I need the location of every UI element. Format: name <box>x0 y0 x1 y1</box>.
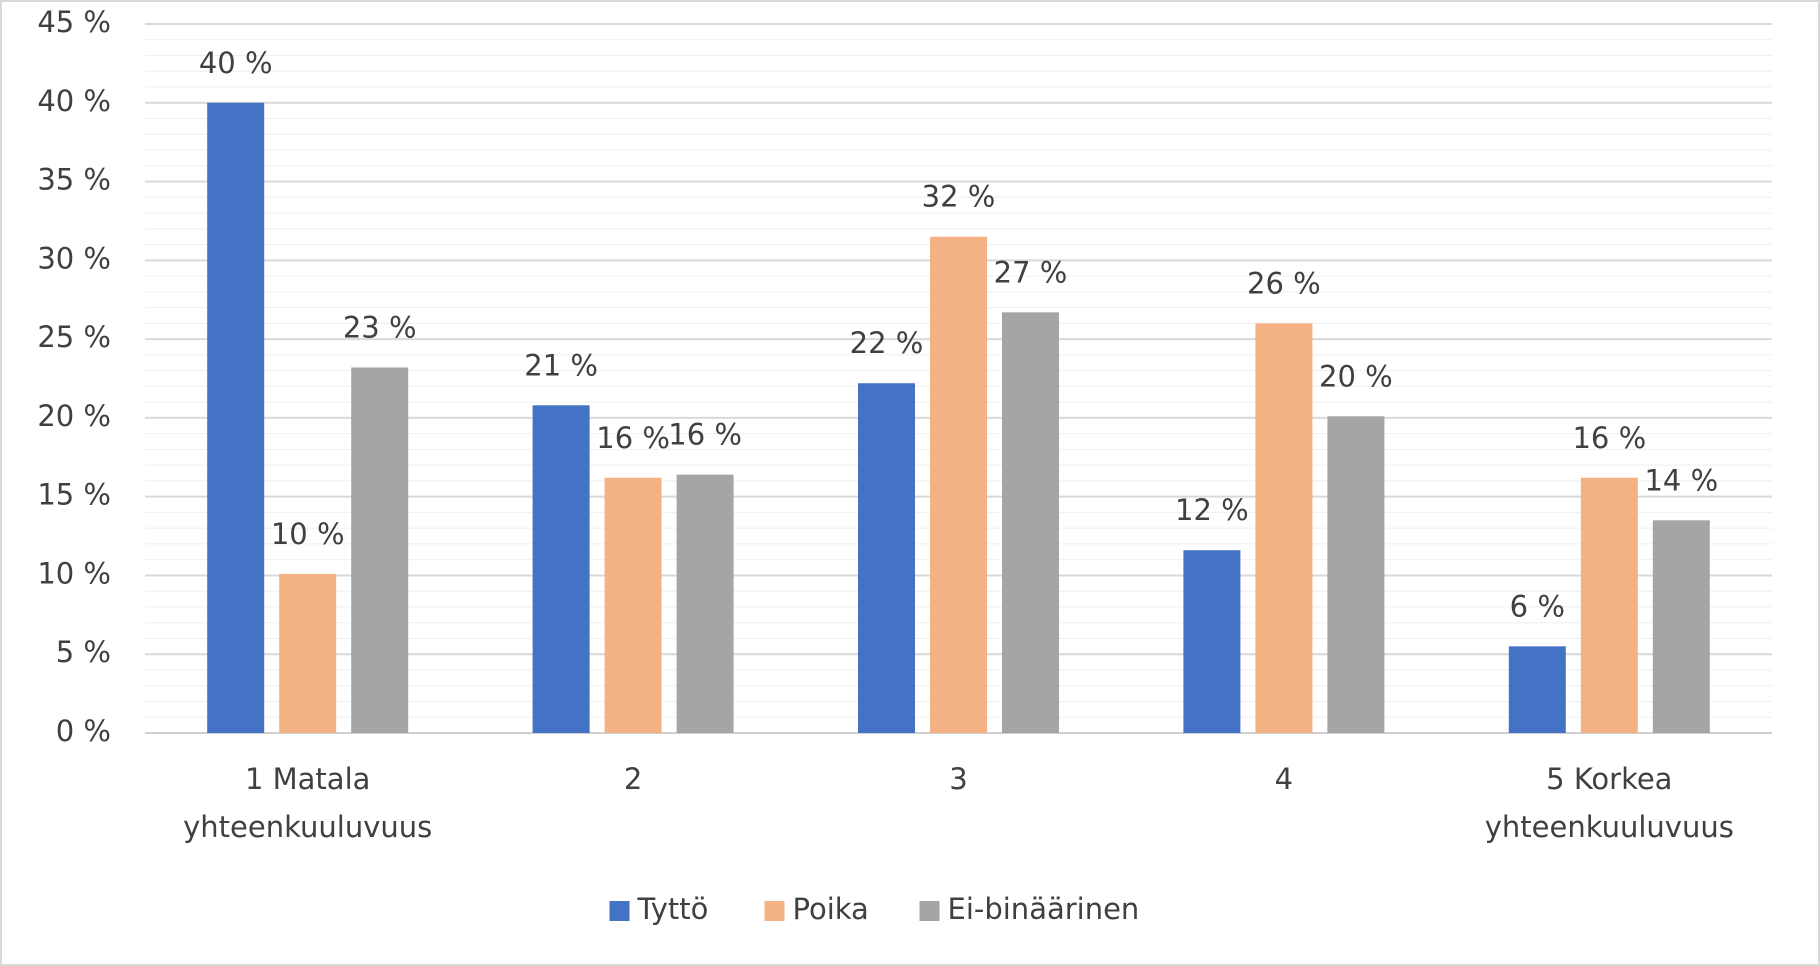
x-tick-label: 2 <box>624 762 642 796</box>
x-tick-label-line: 1 Matala <box>245 762 370 796</box>
y-tick-label: 45 % <box>37 5 111 39</box>
data-label: 40 % <box>199 46 273 80</box>
bar <box>1327 416 1385 733</box>
legend-label: Poika <box>793 892 869 926</box>
legend-label: Ei-binäärinen <box>948 892 1140 926</box>
y-tick-label: 10 % <box>37 556 111 590</box>
x-tick-label-line: 3 <box>949 762 967 796</box>
x-tick-label-line: 4 <box>1275 762 1293 796</box>
bar <box>604 477 662 733</box>
data-label: 27 % <box>994 255 1068 289</box>
y-tick-label: 5 % <box>56 635 111 669</box>
data-label: 16 % <box>668 418 742 452</box>
legend-swatch <box>919 901 940 921</box>
data-label: 14 % <box>1644 463 1718 497</box>
data-label: 16 % <box>1572 421 1646 455</box>
bar <box>930 236 987 733</box>
x-tick-label-line: yhteenkuuluvuus <box>1485 810 1734 844</box>
y-tick-label: 25 % <box>37 320 111 354</box>
data-label: 20 % <box>1319 359 1393 393</box>
bar <box>676 474 734 733</box>
y-tick-label: 20 % <box>37 399 111 433</box>
data-label: 21 % <box>524 348 598 382</box>
data-label: 32 % <box>922 180 996 214</box>
bar <box>207 102 265 734</box>
y-tick-label: 40 % <box>37 84 111 118</box>
bar <box>279 573 337 733</box>
y-tick-label: 30 % <box>37 241 111 275</box>
data-label: 6 % <box>1510 589 1565 623</box>
data-label: 16 % <box>596 421 670 455</box>
data-label: 22 % <box>850 326 924 360</box>
y-tick-label: 0 % <box>56 714 111 748</box>
data-label: 23 % <box>343 310 417 344</box>
x-tick-label-line: 5 Korkea <box>1546 762 1672 796</box>
x-tick-label-line: 2 <box>624 762 642 796</box>
bar <box>532 405 590 733</box>
bar <box>1580 477 1638 733</box>
legend-swatch <box>609 901 630 921</box>
x-tick-label: 3 <box>949 762 967 796</box>
bar <box>1652 520 1710 733</box>
x-tick-label-line: yhteenkuuluvuus <box>183 810 432 844</box>
x-tick-label: 4 <box>1275 762 1293 796</box>
data-label: 26 % <box>1247 266 1321 300</box>
data-label: 12 % <box>1175 493 1249 527</box>
bar <box>1255 323 1313 733</box>
legend-label: Tyttö <box>637 892 709 926</box>
bar <box>1002 312 1059 733</box>
y-tick-label: 35 % <box>37 163 111 197</box>
x-tick-label: 1 Matala yhteenkuuluvuus <box>183 762 432 844</box>
bar <box>858 383 915 733</box>
bar <box>351 367 409 733</box>
bar <box>1508 646 1566 733</box>
bar <box>1183 550 1241 733</box>
x-tick-label: 5 Korkea yhteenkuuluvuus <box>1485 762 1734 844</box>
y-tick-label: 15 % <box>37 478 111 512</box>
legend-swatch <box>764 901 785 921</box>
data-label: 10 % <box>271 517 345 551</box>
